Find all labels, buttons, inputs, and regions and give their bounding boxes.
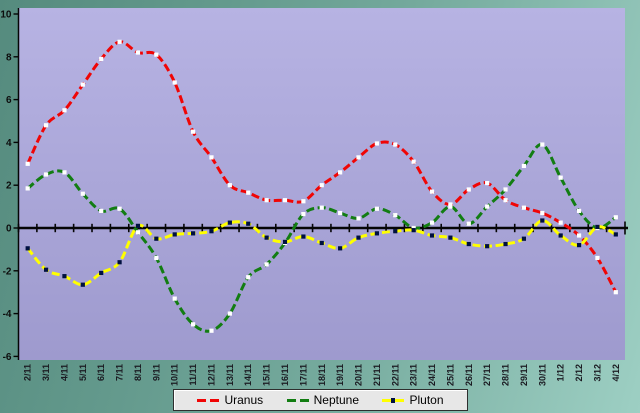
pluton-line-sample-icon <box>382 397 405 403</box>
svg-text:17/11: 17/11 <box>298 364 308 386</box>
svg-text:22/11: 22/11 <box>390 364 400 386</box>
svg-text:12/11: 12/11 <box>206 364 216 386</box>
svg-text:28/11: 28/11 <box>501 364 511 386</box>
svg-text:4/12: 4/12 <box>611 364 621 382</box>
svg-text:8: 8 <box>6 52 12 63</box>
svg-text:30/11: 30/11 <box>537 364 547 386</box>
svg-text:4: 4 <box>6 138 12 149</box>
svg-text:29/11: 29/11 <box>519 364 529 386</box>
svg-text:21/11: 21/11 <box>372 364 382 386</box>
svg-text:1/12: 1/12 <box>556 364 566 382</box>
svg-text:11/11: 11/11 <box>188 364 198 386</box>
svg-text:18/11: 18/11 <box>317 364 327 386</box>
svg-text:13/11: 13/11 <box>225 364 235 386</box>
svg-text:16/11: 16/11 <box>280 364 290 386</box>
svg-text:2/12: 2/12 <box>574 364 584 382</box>
svg-text:10: 10 <box>0 10 12 21</box>
svg-text:15/11: 15/11 <box>262 364 272 386</box>
legend-item-uranus: Uranus <box>197 393 263 407</box>
svg-text:4/11: 4/11 <box>59 364 69 381</box>
neptune-line-sample-icon <box>286 398 309 402</box>
svg-text:27/11: 27/11 <box>482 364 492 386</box>
svg-text:25/11: 25/11 <box>445 364 455 386</box>
svg-text:23/11: 23/11 <box>409 364 419 386</box>
legend-label-pluton: Pluton <box>409 393 444 407</box>
legend-item-neptune: Neptune <box>286 393 359 407</box>
svg-text:8/11: 8/11 <box>133 364 143 381</box>
svg-text:14/11: 14/11 <box>243 364 253 386</box>
svg-text:26/11: 26/11 <box>464 364 474 386</box>
svg-text:7/11: 7/11 <box>115 364 125 381</box>
svg-text:-6: -6 <box>3 352 12 363</box>
svg-text:6/11: 6/11 <box>96 364 106 381</box>
svg-text:-2: -2 <box>3 266 12 277</box>
svg-text:2/11: 2/11 <box>23 364 33 381</box>
svg-text:24/11: 24/11 <box>427 364 437 386</box>
legend-label-uranus: Uranus <box>224 393 264 407</box>
legend-item-pluton: Pluton <box>382 393 444 407</box>
svg-text:19/11: 19/11 <box>335 364 345 386</box>
svg-text:20/11: 20/11 <box>354 364 364 386</box>
svg-text:5/11: 5/11 <box>78 364 88 381</box>
legend-label-neptune: Neptune <box>313 393 359 407</box>
svg-text:3/11: 3/11 <box>41 364 51 381</box>
legend: Uranus Neptune Pluton <box>173 389 468 411</box>
svg-text:6: 6 <box>6 95 12 106</box>
svg-text:0: 0 <box>6 224 12 235</box>
svg-text:3/12: 3/12 <box>592 364 602 382</box>
svg-text:10/11: 10/11 <box>170 364 180 386</box>
svg-text:-4: -4 <box>3 309 12 320</box>
uranus-line-sample-icon <box>197 398 220 402</box>
svg-text:2: 2 <box>6 181 12 192</box>
svg-text:9/11: 9/11 <box>151 364 161 381</box>
